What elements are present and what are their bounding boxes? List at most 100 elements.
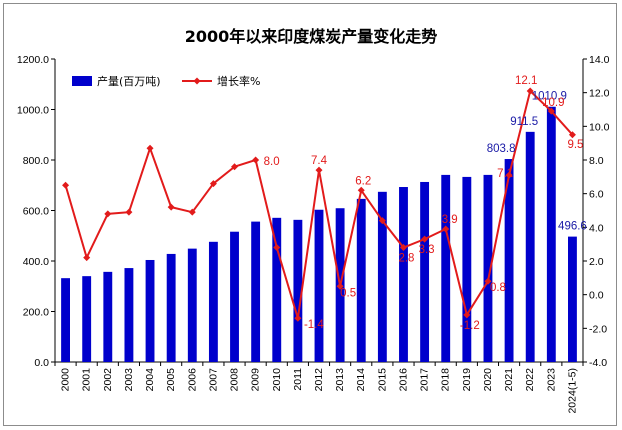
x-tick-label: 2012 [313,368,325,392]
bar [377,191,387,362]
x-tick-label: 2002 [102,368,114,392]
line-point [231,163,239,171]
x-tick-label: 2004 [144,368,156,392]
line-point [399,244,407,252]
legend-line-marker [193,77,201,85]
x-tick-label: 2016 [397,368,409,392]
line-data-label: 8.0 [264,156,280,168]
line-data-label: 10.9 [542,97,564,109]
y-right-tick-label: 2.0 [589,256,604,268]
x-tick-label: 2018 [440,368,452,392]
x-tick-label: 2000 [60,368,72,392]
y-right-tick-label: -2.0 [589,323,607,335]
y-right-tick-label: 8.0 [589,155,604,167]
bar-data-label: 911.5 [510,116,538,128]
x-tick-label: 2003 [123,368,135,392]
x-tick-label: 2020 [482,368,494,392]
line-point [146,144,154,152]
bar [230,231,239,362]
bar [272,217,282,362]
line-data-label: -1.4 [304,319,324,331]
line-point [273,244,281,252]
bar-data-label: 496.6 [558,221,587,233]
y-left-tick-label: 600.0 [23,206,49,218]
bar [483,174,493,362]
line-point [484,277,492,285]
bar [82,276,92,362]
y-right-tick-label: 12.0 [589,88,610,100]
x-tick-label: 2011 [292,368,304,391]
line-point [547,107,555,115]
line-data-label: 9.5 [567,139,583,151]
x-tick-label: 2013 [334,368,346,392]
y-left-tick-label: 1000.0 [17,105,49,117]
bar [504,159,514,362]
line-point [336,282,344,290]
x-tick-label: 2024(1-5) [566,368,578,414]
legend-line-label: 增长率% [217,74,260,88]
data-labels: 803.8 911.5 1010.9 496.6 8.0 -1.4 7.4 0.5 6.2 2.8… [264,75,587,332]
y-right-tick-label: 10.0 [589,121,610,133]
x-tick-label: 2008 [229,368,241,392]
legend: 产量(百万吨) 增长率% [72,74,260,88]
bar-data-label: 803.8 [487,143,516,155]
x-tick-label: 2014 [355,368,367,392]
y-right-tick-label: -4.0 [589,357,607,369]
line-point [294,314,302,322]
line-point [442,225,450,233]
line-data-label: 12.1 [515,75,537,87]
bar-data-label: 1010.9 [532,91,567,103]
bar [399,187,408,362]
bar [166,253,176,362]
bar [546,106,556,363]
x-tick-label: 2015 [376,368,388,392]
x-tick-label: 2001 [81,368,93,392]
bar [103,271,113,362]
bar [462,176,472,362]
bar [61,278,70,362]
y-left-tick-label: 400.0 [23,256,49,268]
line-point [315,166,323,174]
x-tick-label: 2007 [207,368,219,392]
x-tick-label: 2006 [186,368,198,392]
bar [124,268,134,362]
line-data-label: 7.1 [497,168,513,180]
line-point [83,254,91,262]
chart-title: 2000年以来印度煤炭产量变化走势 [185,27,438,46]
bar [208,241,218,362]
bar [525,131,535,362]
line-point [125,208,133,216]
line-data-label: 2.8 [398,253,414,265]
line-point [62,181,70,189]
y-left-tick-label: 0.0 [34,357,49,369]
growth-line [62,87,576,322]
line-point [505,171,513,179]
x-tick-label: 2021 [503,368,515,392]
bar [187,248,197,362]
line-data-label: 3.3 [419,244,435,256]
line-point [463,311,471,319]
line-data-label: 3.9 [442,214,458,226]
bar [314,209,324,362]
line-data-label: 0.8 [490,282,506,294]
line-point [188,208,196,216]
y-right-tick-label: 6.0 [589,189,604,201]
line-point [421,235,429,243]
y-left-tick-label: 800.0 [23,155,49,167]
legend-bar-swatch [72,76,92,86]
line-point [104,210,112,218]
line-data-label: 6.2 [355,175,371,187]
bar [145,259,155,362]
line-point [209,180,217,188]
y-right-tick-label: 14.0 [589,54,610,66]
legend-bar-label: 产量(百万吨) [97,74,161,88]
line-point [357,186,365,194]
x-tick-label: 2005 [165,368,177,392]
bar [251,221,261,362]
x-tick-label: 2019 [461,368,473,392]
bar [568,236,577,362]
line-point [378,217,386,225]
bar [356,198,366,362]
y-right-tick-label: 0.0 [589,290,604,302]
